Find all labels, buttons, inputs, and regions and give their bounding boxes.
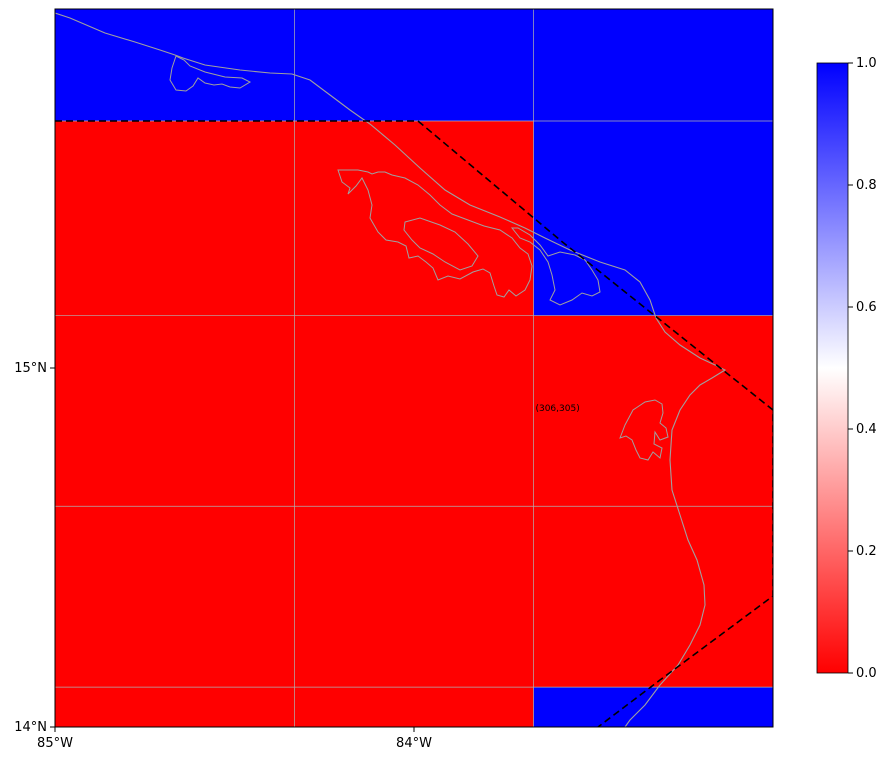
- mask-cell: [533, 9, 773, 122]
- colorbar-tick-label: 0.4: [856, 422, 877, 437]
- lagoon-coastline-east: [510, 227, 601, 306]
- region-boundary: [55, 120, 773, 727]
- mask-cells: [55, 9, 773, 727]
- mainland-coastline: [55, 12, 727, 727]
- colorbar-gradient: [816, 62, 849, 674]
- colorbar-tick-label: 0.6: [856, 300, 877, 315]
- y-tick-label: 15°N: [14, 361, 47, 376]
- coastline: [55, 12, 727, 727]
- mask-cell: [55, 315, 295, 507]
- peninsula-coastline: [169, 55, 252, 92]
- x-tick-label: 84°W: [396, 736, 432, 751]
- mask-cell: [55, 121, 295, 316]
- boundary-dashed-line: [55, 120, 773, 727]
- colorbar-tick-label: 0.0: [856, 666, 877, 681]
- mask-cell: [533, 315, 773, 507]
- mask-cell: [533, 506, 773, 688]
- x-tick-label: 85°W: [37, 736, 73, 751]
- lagoon-inner: [403, 217, 479, 271]
- mask-cell: [533, 121, 773, 316]
- x-axis: 85°W 84°W: [37, 727, 432, 751]
- colorbar-ticks: 0.0 0.2 0.4 0.6 0.8 1.0: [848, 56, 877, 681]
- lagoon-coastline-west: [337, 169, 533, 298]
- y-tick-label: 14°N: [14, 720, 47, 735]
- mask-cell: [294, 687, 534, 727]
- cell-index-annotation: (306,305): [535, 404, 579, 414]
- mask-cell: [294, 315, 534, 507]
- laguna-caratasca: [619, 399, 669, 461]
- colorbar: 0.0 0.2 0.4 0.6 0.8 1.0: [816, 56, 877, 681]
- y-axis: 15°N 14°N: [14, 361, 55, 735]
- mask-cell: [294, 9, 534, 122]
- mask-cell: [294, 121, 534, 316]
- mask-cell: [55, 687, 295, 727]
- colorbar-tick-label: 0.8: [856, 178, 877, 193]
- colorbar-tick-label: 0.2: [856, 544, 877, 559]
- mask-cell: [55, 9, 295, 122]
- mask-cell: [294, 506, 534, 688]
- mask-cell: [55, 506, 295, 688]
- colorbar-tick-label: 1.0: [856, 56, 877, 71]
